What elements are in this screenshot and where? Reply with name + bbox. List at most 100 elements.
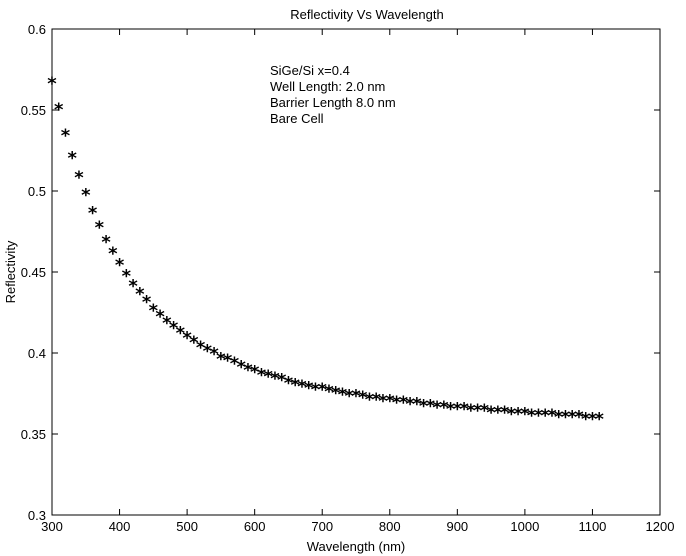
data-point: * — [466, 401, 476, 422]
data-point: * — [351, 386, 361, 407]
data-point: * — [149, 300, 159, 321]
data-point: * — [101, 232, 111, 253]
data-point: * — [554, 407, 564, 428]
data-point: * — [439, 397, 449, 418]
data-point: * — [189, 333, 199, 354]
data-point: * — [493, 402, 503, 423]
x-tick-label: 900 — [446, 519, 468, 534]
data-point: * — [182, 328, 192, 349]
data-point: * — [203, 341, 213, 362]
y-tick-label: 0.4 — [28, 346, 46, 361]
annotation-line: Bare Cell — [270, 111, 324, 126]
data-point: * — [581, 409, 591, 430]
plot-area — [51, 28, 661, 516]
y-tick-label: 0.5 — [28, 184, 46, 199]
data-point: * — [176, 323, 186, 344]
data-point: * — [318, 380, 328, 401]
data-point: * — [223, 350, 233, 371]
data-point: * — [547, 406, 557, 427]
data-point: * — [74, 167, 84, 188]
data-point: * — [432, 397, 442, 418]
data-point: * — [88, 203, 98, 224]
data-point: * — [61, 125, 71, 146]
data-point: * — [561, 407, 571, 428]
data-point: * — [419, 396, 429, 417]
data-point: * — [196, 338, 206, 359]
y-axis-label: Reflectivity — [3, 240, 18, 303]
data-point: * — [385, 391, 395, 412]
data-point: * — [500, 402, 510, 423]
data-point: * — [108, 244, 118, 265]
data-point: * — [574, 407, 584, 428]
data-point: * — [311, 380, 321, 401]
data-point: * — [507, 404, 517, 425]
data-point: * — [47, 73, 57, 94]
data-point: * — [297, 376, 307, 397]
data-point: * — [68, 148, 78, 169]
data-point: * — [426, 396, 436, 417]
data-point: * — [331, 383, 341, 404]
data-point: * — [392, 393, 402, 414]
annotation-line: SiGe/Si x=0.4 — [270, 63, 350, 78]
data-point: * — [567, 407, 577, 428]
data-point: * — [122, 266, 132, 287]
data-point: * — [399, 393, 409, 414]
y-tick-label: 0.3 — [28, 508, 46, 523]
annotation-line: Barrier Length 8.0 nm — [270, 95, 396, 110]
y-tick-label: 0.55 — [21, 103, 46, 118]
x-tick-label: 600 — [244, 519, 266, 534]
x-axis-label: Wavelength (nm) — [307, 539, 406, 554]
data-point: * — [54, 99, 64, 120]
data-point: * — [594, 409, 604, 430]
data-point: * — [378, 391, 388, 412]
data-point: * — [338, 385, 348, 406]
data-point: * — [520, 404, 530, 425]
data-point: * — [365, 389, 375, 410]
x-tick-label: 700 — [311, 519, 333, 534]
data-point: * — [250, 362, 260, 383]
data-point: * — [453, 399, 463, 420]
y-tick-labels: 0.3 0.35 0.4 0.45 0.5 0.55 0.6 — [21, 22, 46, 523]
data-point: * — [446, 399, 456, 420]
data-points: ****************************************… — [47, 73, 604, 429]
x-tick-label: 800 — [379, 519, 401, 534]
data-point: * — [459, 399, 469, 420]
data-point: * — [209, 344, 219, 365]
data-point: * — [277, 370, 287, 391]
x-tick-label: 1000 — [510, 519, 539, 534]
x-tick-labels: 300 400 500 600 700 800 900 1000 1100 1200 — [41, 519, 674, 534]
data-point: * — [534, 406, 544, 427]
data-point: * — [270, 368, 280, 389]
x-tick-label: 1100 — [578, 519, 606, 534]
x-tick-label: 500 — [176, 519, 198, 534]
data-point: * — [527, 406, 537, 427]
data-point: * — [128, 276, 138, 297]
data-point: * — [345, 386, 355, 407]
data-point: * — [588, 409, 598, 430]
data-point: * — [372, 389, 382, 410]
data-point: * — [142, 292, 152, 313]
data-point: * — [290, 375, 300, 396]
data-point: * — [412, 394, 422, 415]
y-tick-label: 0.45 — [21, 265, 46, 280]
data-point: * — [243, 360, 253, 381]
data-point: * — [324, 381, 334, 402]
data-point: * — [115, 255, 125, 276]
data-point: * — [95, 218, 105, 239]
y-tick-label: 0.6 — [28, 22, 46, 37]
data-point: * — [405, 394, 415, 415]
x-tick-label: 400 — [109, 519, 131, 534]
data-point: * — [230, 354, 240, 375]
data-point: * — [480, 401, 490, 422]
x-tick-label: 300 — [41, 519, 63, 534]
data-point: * — [162, 313, 172, 334]
data-point: * — [486, 402, 496, 423]
data-point: * — [81, 185, 91, 206]
data-point: * — [513, 404, 523, 425]
data-point: * — [263, 367, 273, 388]
data-point: * — [236, 357, 246, 378]
x-tick-label: 1200 — [646, 519, 675, 534]
data-point: * — [284, 373, 294, 394]
